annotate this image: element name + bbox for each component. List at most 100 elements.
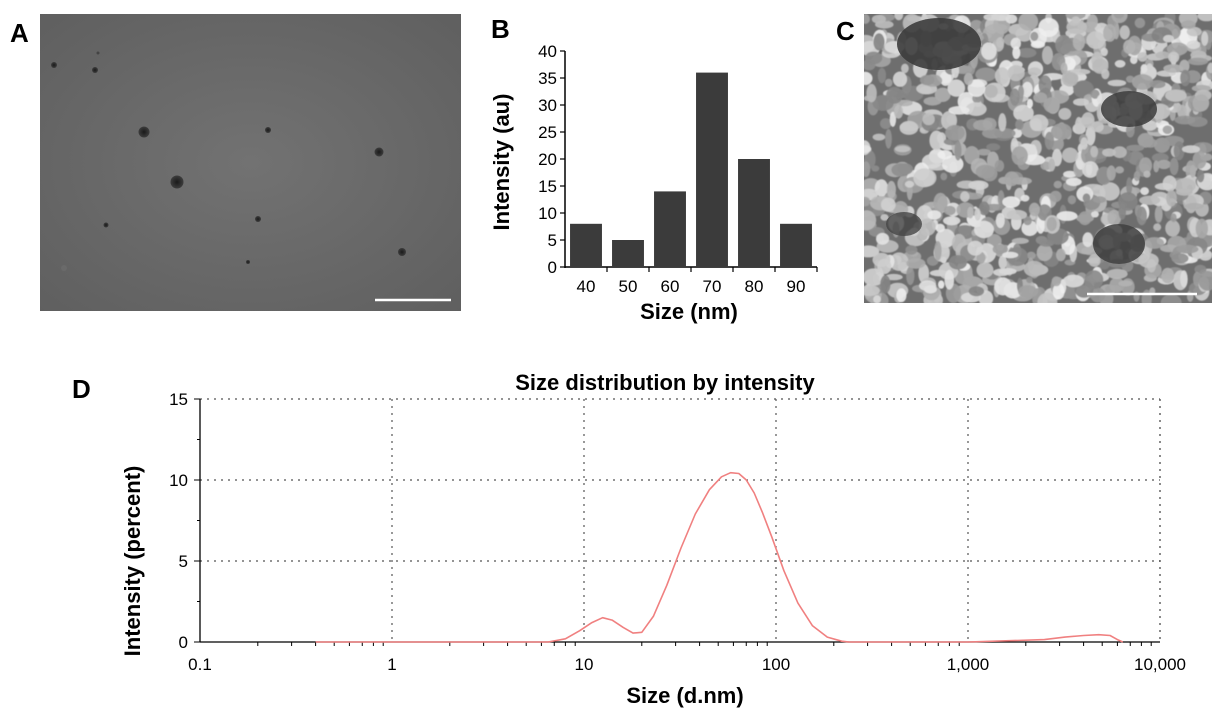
sem-grain <box>1130 55 1138 65</box>
sem-grain <box>1115 166 1124 174</box>
sem-grain <box>992 244 1008 255</box>
sem-grain <box>864 285 880 297</box>
sem-grain <box>1081 112 1095 129</box>
sem-grain <box>1170 213 1177 223</box>
sem-grain <box>871 14 886 24</box>
sem-grain <box>1114 60 1126 68</box>
sem-grain <box>864 95 875 102</box>
sem-grain <box>1052 283 1065 300</box>
histogram-bar <box>780 223 812 267</box>
histogram-x-axis: 40 50 60 70 80 90 <box>577 267 818 296</box>
sem-grain <box>1082 193 1091 203</box>
sem-grain <box>1174 115 1196 125</box>
histogram-y-tick-label: 10 <box>538 204 557 223</box>
sem-grain <box>1002 251 1019 259</box>
sem-grain <box>1020 194 1030 202</box>
tem-particles <box>51 51 406 271</box>
sem-grain <box>904 180 915 188</box>
sem-grain <box>1072 33 1085 51</box>
sem-grain <box>1074 116 1083 135</box>
sem-grain <box>1207 62 1212 74</box>
sem-grain <box>1180 69 1191 87</box>
sem-grain <box>994 67 1010 85</box>
sem-grain <box>1010 37 1021 50</box>
sem-grain <box>1018 285 1038 298</box>
sem-grain <box>1049 190 1062 203</box>
sem-grain <box>1029 114 1049 132</box>
histogram-bar <box>570 223 602 267</box>
histogram-chart: 0 5 10 15 20 25 30 35 40 40 50 60 70 80 90 Intensity … <box>489 42 818 324</box>
histogram-x-tick-label: 50 <box>619 277 638 296</box>
sem-grain <box>1071 16 1080 24</box>
sem-grain <box>948 106 970 115</box>
histogram-x-tick-label: 90 <box>787 277 806 296</box>
sem-grain <box>994 160 1005 172</box>
panel-c-letter: C <box>836 16 855 46</box>
sem-grain <box>1101 68 1110 80</box>
sem-grain <box>998 113 1007 132</box>
sem-grain <box>1140 187 1149 196</box>
sem-grain <box>994 277 1012 296</box>
sem-grain <box>937 150 953 160</box>
sem-grain <box>1192 151 1207 169</box>
sem-grain <box>919 86 932 95</box>
tem-particle <box>246 260 250 264</box>
sem-grain <box>1155 51 1171 59</box>
sem-grain <box>1126 177 1133 195</box>
sem-grain <box>1073 98 1089 106</box>
sem-grain <box>896 288 907 303</box>
histogram-x-tick-label: 40 <box>577 277 596 296</box>
dls-x-tick-label: 100 <box>762 655 790 674</box>
sem-pore <box>1093 224 1145 264</box>
sem-grain <box>993 268 1011 277</box>
sem-grain <box>893 104 904 119</box>
sem-grain <box>1023 260 1045 277</box>
sem-grain <box>864 268 885 286</box>
sem-grain <box>1067 195 1077 205</box>
sem-grain <box>1018 85 1024 99</box>
tem-particle <box>92 67 98 73</box>
sem-grain <box>1007 65 1025 82</box>
sem-grain <box>1189 164 1196 178</box>
sem-grain <box>880 197 896 212</box>
sem-grain <box>1136 206 1147 226</box>
sem-grain <box>901 63 909 74</box>
dls-title: Size distribution by intensity <box>515 370 815 395</box>
sem-grain <box>963 72 974 86</box>
sem-grain <box>1138 253 1159 268</box>
histogram-y-tick-label: 35 <box>538 69 557 88</box>
sem-grain <box>1119 25 1130 40</box>
sem-grain <box>983 14 1000 21</box>
sem-grain <box>1044 131 1055 150</box>
sem-grain <box>1012 46 1021 60</box>
sem-grain <box>1091 211 1099 218</box>
sem-grain <box>1169 157 1179 176</box>
sem-grain <box>1090 89 1100 99</box>
histogram-x-tick-label: 70 <box>703 277 722 296</box>
dls-series <box>315 471 1124 643</box>
sem-grain <box>889 111 897 127</box>
sem-grain <box>1180 270 1188 288</box>
sem-grain <box>894 14 904 21</box>
sem-grain <box>1106 268 1128 279</box>
sem-grain <box>1186 40 1201 50</box>
sem-grain <box>897 163 914 175</box>
sem-grain <box>1058 107 1072 120</box>
sem-grain <box>977 148 991 156</box>
sem-grain <box>1026 98 1033 109</box>
sem-grain <box>1195 218 1208 239</box>
sem-grain <box>1134 17 1146 29</box>
histogram-bar <box>696 72 728 267</box>
sem-grain <box>954 269 974 285</box>
histogram-y-tick-label: 40 <box>538 42 557 61</box>
sem-grain <box>864 196 871 207</box>
sem-grain <box>1033 92 1048 103</box>
sem-grain <box>880 118 892 130</box>
sem-grain <box>1118 203 1127 220</box>
sem-grain <box>995 212 1005 229</box>
sem-grain <box>873 295 881 303</box>
dls-chart: Size distribution by intensity 0.1 1 10 100… <box>120 370 1186 708</box>
sem-grain <box>1113 14 1125 19</box>
sem-grain <box>948 255 968 270</box>
sem-grain <box>939 71 952 86</box>
